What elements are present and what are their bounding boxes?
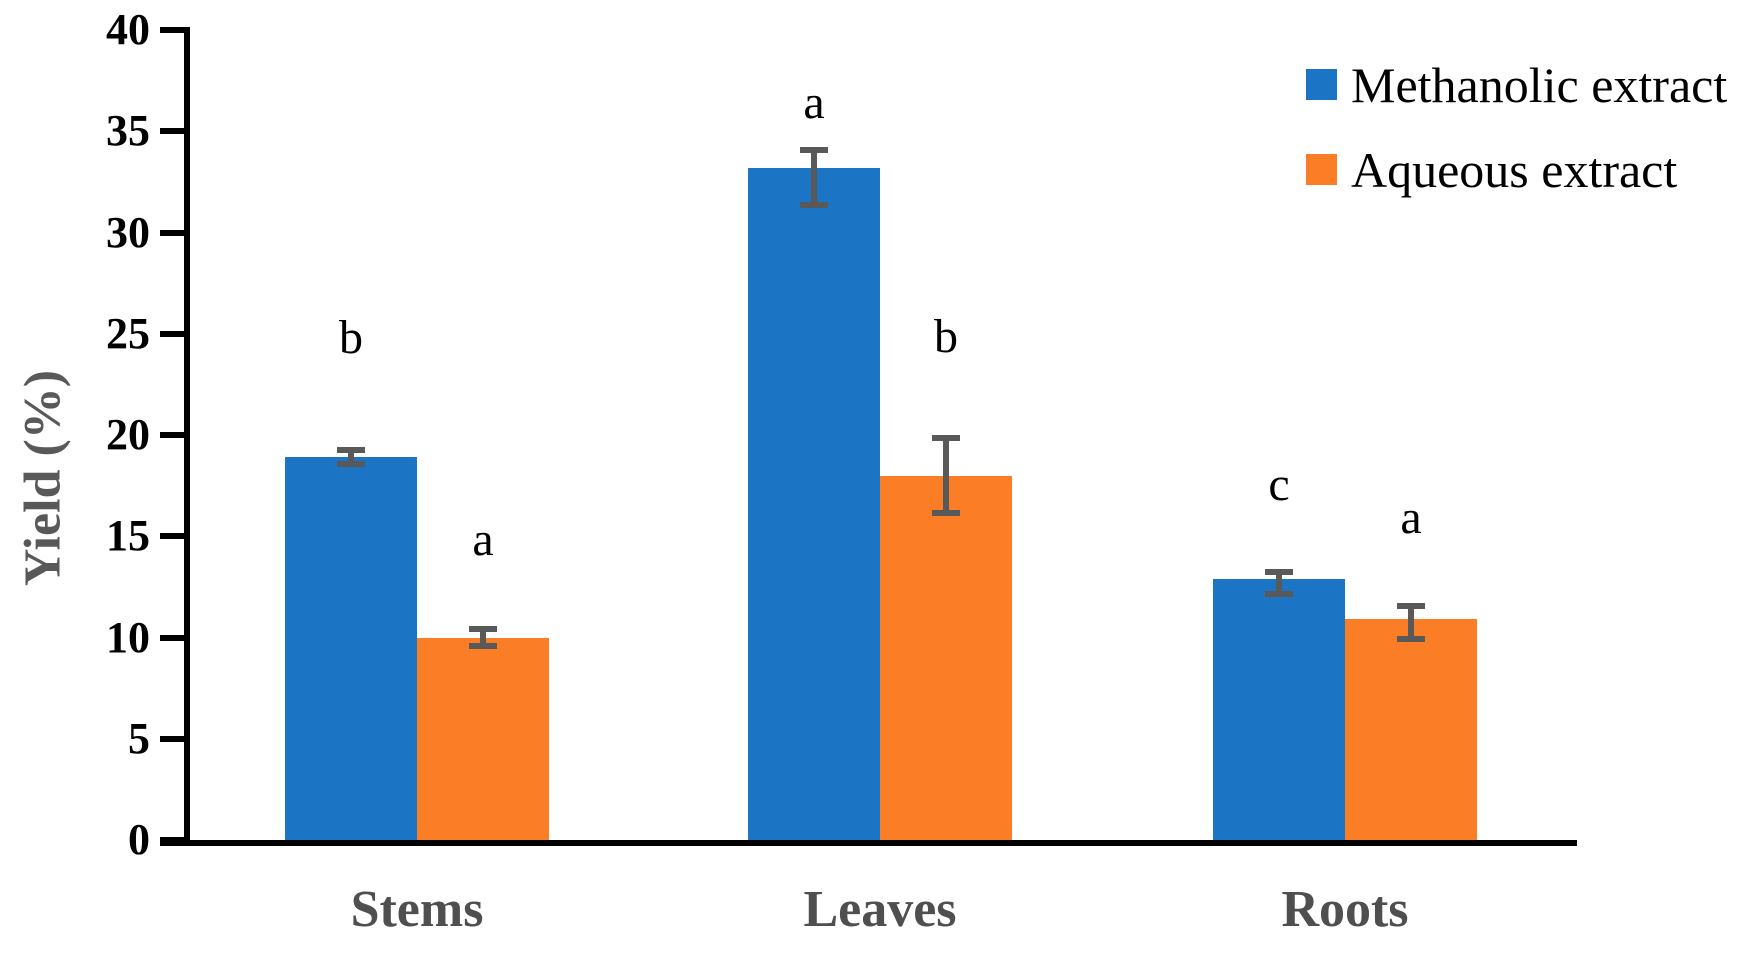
error-cap-top-leaves-methanolic-extract <box>800 147 828 154</box>
error-bar-stems-methanolic-extract <box>348 447 354 468</box>
bar-leaves-aqueous-extract <box>880 475 1012 840</box>
bar-stems-methanolic-extract <box>285 457 417 840</box>
y-tick-label-15: 15 <box>106 511 150 561</box>
y-tick-40 <box>160 27 184 33</box>
y-tick-20 <box>160 432 184 438</box>
y-tick-25 <box>160 330 184 337</box>
error-cap-bottom-roots-aqueous-extract <box>1397 635 1425 642</box>
y-tick-15 <box>160 533 184 540</box>
error-cap-bottom-roots-methanolic-extract <box>1265 591 1293 597</box>
error-bar-leaves-aqueous-extract <box>943 435 949 516</box>
error-cap-top-roots-methanolic-extract <box>1265 568 1293 575</box>
sig-letter-roots-aqueous-extract: a <box>1400 491 1422 545</box>
y-tick-10 <box>160 634 184 641</box>
error-cap-bottom-stems-aqueous-extract <box>469 642 497 649</box>
error-cap-top-stems-methanolic-extract <box>337 447 365 454</box>
bar-leaves-methanolic-extract <box>748 167 880 840</box>
error-bar-roots-methanolic-extract <box>1276 568 1282 597</box>
sig-letter-roots-methanolic-extract: c <box>1268 457 1290 511</box>
y-tick-label-40: 40 <box>106 5 150 54</box>
legend-swatch-methanolic-extract <box>1306 69 1337 100</box>
y-tick-5 <box>160 735 184 742</box>
y-tick-35 <box>160 128 184 135</box>
y-tick-label-20: 20 <box>106 410 150 459</box>
y-tick-label-30: 30 <box>106 207 150 257</box>
legend-label-methanolic-extract: Methanolic extract <box>1351 56 1728 113</box>
y-axis-line <box>184 27 190 846</box>
y-tick-label-0: 0 <box>128 815 150 864</box>
bar-roots-methanolic-extract <box>1213 578 1345 840</box>
x-label-roots: Roots <box>1281 881 1409 938</box>
error-cap-bottom-stems-methanolic-extract <box>337 461 365 468</box>
legend-swatch-aqueous-extract <box>1306 154 1337 185</box>
error-bar-leaves-methanolic-extract <box>811 147 817 209</box>
y-tick-label-5: 5 <box>128 713 150 763</box>
error-cap-top-leaves-aqueous-extract <box>932 435 960 441</box>
y-tick-label-35: 35 <box>106 106 150 156</box>
error-bar-stems-aqueous-extract <box>480 626 486 649</box>
y-tick-label-25: 25 <box>106 308 150 358</box>
bar-stems-aqueous-extract <box>417 637 549 840</box>
x-label-leaves: Leaves <box>803 881 957 938</box>
legend-label-aqueous-extract: Aqueous extract <box>1351 141 1678 198</box>
y-tick-label-10: 10 <box>106 612 150 662</box>
error-cap-bottom-leaves-methanolic-extract <box>800 202 828 209</box>
error-bar-roots-aqueous-extract <box>1408 603 1414 642</box>
y-tick-0 <box>160 837 184 843</box>
sig-letter-stems-aqueous-extract: a <box>472 513 494 567</box>
x-axis-line <box>160 840 1577 846</box>
sig-letter-stems-methanolic-extract: b <box>339 311 363 365</box>
error-cap-top-stems-aqueous-extract <box>469 626 497 633</box>
error-cap-top-roots-aqueous-extract <box>1397 603 1425 610</box>
bar-roots-aqueous-extract <box>1345 619 1477 840</box>
error-cap-bottom-leaves-aqueous-extract <box>932 510 960 516</box>
y-tick-30 <box>160 229 184 236</box>
sig-letter-leaves-methanolic-extract: a <box>803 76 825 130</box>
sig-letter-leaves-aqueous-extract: b <box>934 310 958 363</box>
x-label-stems: Stems <box>350 881 484 938</box>
